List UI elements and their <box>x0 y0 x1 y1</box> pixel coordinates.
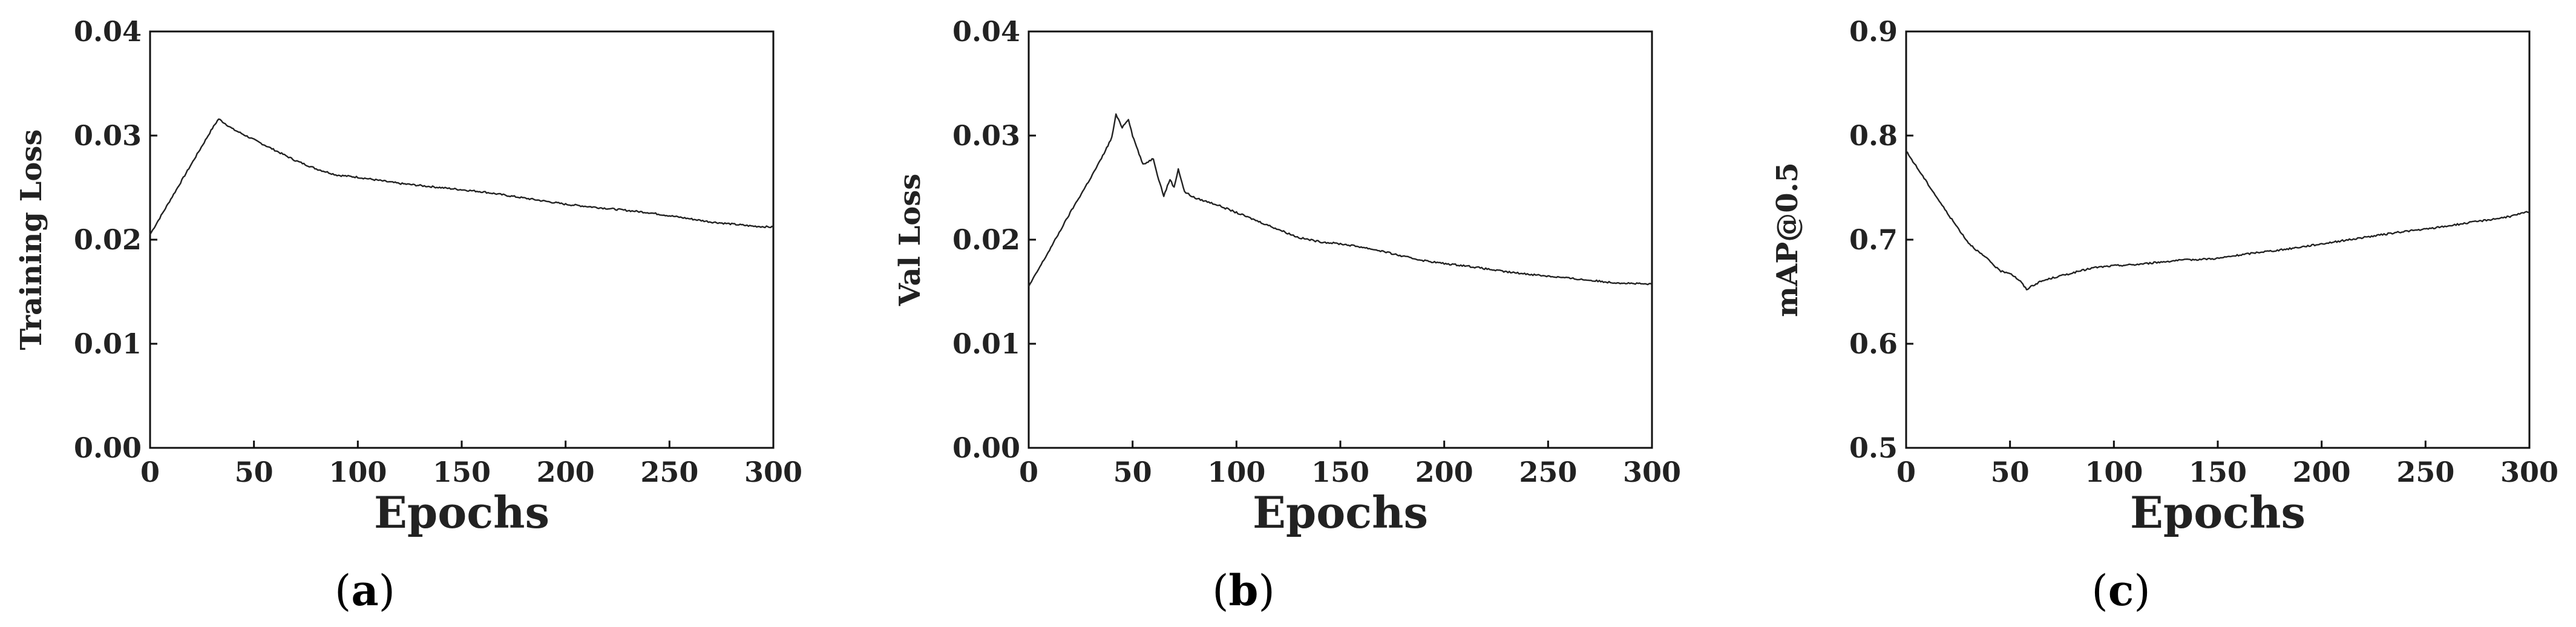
x-tick-label: 150 <box>1311 456 1369 488</box>
y-tick-label: 0.02 <box>74 223 142 256</box>
y-tick-label: 0.01 <box>74 327 142 360</box>
y-tick-label: 0.02 <box>952 223 1020 256</box>
x-tick-label: 250 <box>1519 456 1577 488</box>
x-tick-label: 100 <box>1207 456 1265 488</box>
y-tick-label: 0.03 <box>74 119 142 152</box>
series-line <box>1027 113 1653 287</box>
y-tick-label: 0.01 <box>952 327 1020 360</box>
y-tick-label: 0.9 <box>1849 15 1898 48</box>
y-axis-title: mAP@0.5 <box>1771 162 1804 317</box>
x-tick-label: 300 <box>744 456 802 488</box>
y-tick-label: 0.8 <box>1849 119 1898 152</box>
x-tick-label: 250 <box>640 456 698 488</box>
plot-frame <box>1905 30 2531 449</box>
x-axis-title: Epochs <box>2130 487 2306 538</box>
y-tick-label: 0.00 <box>952 432 1020 464</box>
x-tick-label: 300 <box>2500 456 2558 488</box>
x-tick-label: 200 <box>537 456 595 488</box>
chart-val-loss: 0.00 0.01 0.02 0.03 0.04 0 50 100 150 200 250 300 Ep… <box>893 15 1681 616</box>
x-tick-label: 50 <box>235 456 274 488</box>
y-tick-label: 0.04 <box>952 15 1020 48</box>
x-tick-label: 100 <box>2085 456 2143 488</box>
caption-letter: a <box>351 565 378 616</box>
x-axis-title: Epochs <box>374 487 549 538</box>
caption-letter: b <box>1229 565 1259 616</box>
y-tick-label: 0.00 <box>74 432 142 464</box>
x-tick-label: 0 <box>1019 456 1038 488</box>
x-tick-label: 150 <box>433 456 491 488</box>
caption-letter: c <box>2108 565 2134 616</box>
plot-frame <box>149 30 775 449</box>
chart-training-loss: 0.00 0.01 0.02 0.03 0.04 0 50 100 150 200 250 300 Ep… <box>15 15 802 616</box>
y-tick-label: 0.03 <box>952 119 1020 152</box>
x-tick-label: 300 <box>1623 456 1681 488</box>
caption: (c) <box>2091 565 2150 616</box>
y-axis-title: Val Loss <box>893 174 927 307</box>
x-tick-label: 250 <box>2396 456 2454 488</box>
caption: (b) <box>1212 565 1275 616</box>
y-axis-title: Training Loss <box>15 130 48 350</box>
x-axis-title: Epochs <box>1253 487 1428 538</box>
caption: (a) <box>335 565 395 616</box>
x-tick-label: 0 <box>1896 456 1916 488</box>
y-tick-label: 0.6 <box>1849 327 1898 360</box>
series-line <box>1906 150 2530 291</box>
x-tick-label: 50 <box>1991 456 2030 488</box>
y-tick-label: 0.04 <box>74 15 142 48</box>
plot-frame <box>1027 30 1653 449</box>
x-tick-label: 200 <box>1415 456 1473 488</box>
x-tick-label: 100 <box>329 456 387 488</box>
x-tick-label: 50 <box>1113 456 1152 488</box>
series-line <box>149 118 774 235</box>
x-tick-label: 0 <box>140 456 160 488</box>
x-tick-label: 150 <box>2189 456 2247 488</box>
y-tick-label: 0.5 <box>1849 432 1898 464</box>
y-tick-label: 0.7 <box>1849 223 1898 256</box>
x-tick-label: 200 <box>2293 456 2351 488</box>
chart-map: 0.5 0.6 0.7 0.8 0.9 0 50 100 150 200 250 300 Epochs m… <box>1771 15 2558 616</box>
